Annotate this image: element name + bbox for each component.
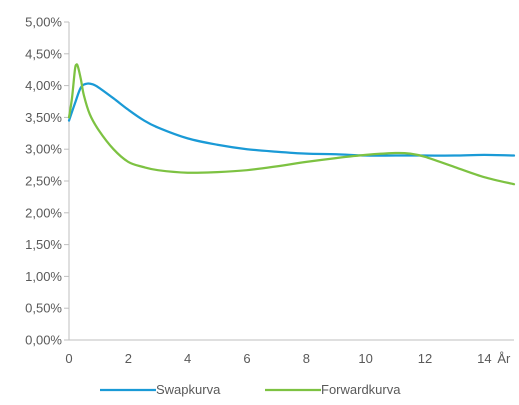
x-tick-label: 14: [477, 351, 491, 366]
x-axis-ticks: 0 2 4 6 8 10 12 14: [65, 351, 491, 366]
x-tick-label: 10: [358, 351, 372, 366]
legend-label: Swapkurva: [156, 382, 221, 397]
y-tick-label: 1,00%: [25, 269, 62, 284]
y-tick-label: 4,00%: [25, 78, 62, 93]
x-tick-label: 2: [125, 351, 132, 366]
legend: Swapkurva Forwardkurva: [100, 382, 401, 397]
x-axis-unit-label: År: [497, 351, 511, 366]
x-tick-label: 8: [303, 351, 310, 366]
y-tick-label: 5,00%: [25, 15, 62, 30]
series-lines: [67, 63, 516, 186]
series-line-forwardkurva: [67, 63, 516, 186]
y-tick-label: 3,00%: [25, 142, 62, 157]
y-tick-label: 1,50%: [25, 237, 62, 252]
y-tick-label: 3,50%: [25, 110, 62, 125]
legend-label: Forwardkurva: [321, 382, 401, 397]
y-tick-label: 2,00%: [25, 205, 62, 220]
y-tick-label: 4,50%: [25, 46, 62, 61]
y-tick-label: 2,50%: [25, 174, 62, 189]
x-tick-label: 4: [184, 351, 191, 366]
y-tick-label: 0,50%: [25, 301, 62, 316]
x-tick-label: 6: [243, 351, 250, 366]
y-axis-ticks: 0,00% 0,50% 1,00% 1,50% 2,00% 2,50% 3,00% 3,50%…: [25, 15, 69, 348]
x-tick-label: 12: [418, 351, 432, 366]
y-tick-label: 0,00%: [25, 333, 62, 348]
x-tick-label: 0: [65, 351, 72, 366]
series-line-swapkurva: [67, 82, 516, 157]
